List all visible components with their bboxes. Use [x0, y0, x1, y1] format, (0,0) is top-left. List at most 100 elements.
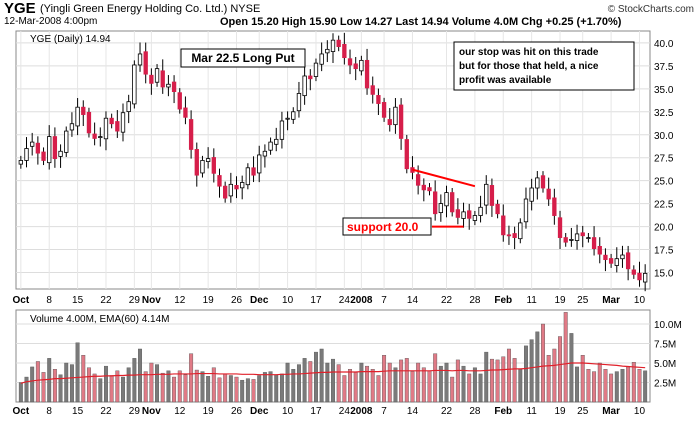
candle	[296, 93, 302, 112]
candle	[614, 258, 619, 266]
candle	[228, 183, 233, 197]
candle	[211, 157, 216, 174]
candle	[223, 185, 228, 199]
candle	[143, 51, 148, 75]
candle	[126, 101, 131, 113]
candle	[591, 237, 597, 250]
volume-x-tick: 17	[310, 406, 322, 417]
candle	[200, 160, 205, 174]
volume-bar	[200, 371, 205, 403]
candle	[404, 139, 409, 170]
volume-x-tick: 28	[469, 406, 481, 417]
volume-bar	[382, 355, 387, 403]
candle	[529, 187, 534, 202]
volume-bar	[223, 373, 228, 403]
candle	[58, 150, 63, 157]
candle	[47, 136, 52, 164]
candle	[518, 222, 523, 240]
candle	[421, 184, 426, 191]
candle	[325, 48, 330, 54]
candle	[569, 239, 574, 241]
candle	[501, 215, 506, 236]
volume-bar	[228, 375, 233, 403]
candle	[330, 39, 336, 52]
candle	[98, 136, 103, 138]
candle	[637, 272, 642, 281]
candle	[257, 154, 262, 174]
candle	[586, 237, 591, 239]
volume-bar	[234, 376, 239, 403]
volume-bar	[399, 359, 404, 403]
volume-bar	[558, 336, 562, 403]
volume-bar	[416, 362, 421, 403]
candle	[240, 182, 245, 189]
candle	[64, 130, 69, 153]
volume-bar	[274, 374, 279, 403]
volume-bar	[314, 351, 318, 403]
price-x-tick: 15	[72, 295, 84, 306]
volume-panel	[15, 309, 651, 403]
candle	[262, 150, 268, 157]
candle	[41, 151, 46, 161]
brand-watermark: © StockCharts.com	[607, 4, 694, 15]
volume-x-tick: 10	[634, 406, 646, 417]
candle	[103, 117, 109, 140]
price-y-tick: 17.5	[654, 246, 674, 257]
volume-bar	[172, 376, 177, 403]
volume-bar	[166, 370, 171, 403]
volume-gridlines	[16, 323, 650, 384]
volume-bar	[529, 339, 534, 403]
candle	[506, 234, 512, 237]
volume-x-tick: 12	[174, 406, 186, 417]
candle	[574, 233, 580, 241]
candle	[523, 198, 529, 223]
volume-bar	[518, 369, 523, 403]
candle	[132, 64, 137, 105]
volume-bar	[30, 366, 35, 403]
volume-legend: Volume 4.00M, EMA(60) 4.14M	[30, 314, 170, 325]
candle	[245, 167, 251, 186]
price-x-tick: 26	[231, 295, 243, 306]
volume-bar	[444, 362, 449, 403]
volume-bar	[121, 376, 125, 403]
support-label: support 20.0	[347, 220, 419, 234]
candle	[620, 254, 625, 260]
price-x-tick: 12	[174, 295, 186, 306]
candle	[234, 185, 239, 190]
volume-bar	[41, 372, 46, 403]
candle	[160, 70, 165, 88]
volume-bar	[143, 371, 148, 403]
volume-x-tick: 8	[46, 406, 52, 417]
candle	[597, 245, 602, 255]
candle	[336, 39, 341, 48]
volume-bar	[427, 370, 432, 403]
volume-bar	[353, 372, 358, 403]
volume-ema-line	[20, 362, 646, 384]
volume-bar	[495, 359, 500, 403]
volume-bar	[387, 362, 392, 403]
volume-bar	[18, 382, 23, 403]
candlestick-series	[18, 32, 648, 292]
candle	[495, 203, 500, 215]
title-annotation-box	[180, 48, 306, 68]
candle	[438, 203, 443, 214]
price-x-tick: 10	[634, 295, 646, 306]
candle	[393, 106, 398, 126]
volume-bar	[631, 362, 636, 403]
volume-bar	[24, 376, 29, 403]
price-x-tick: 7	[381, 295, 387, 306]
volume-x-tick: 19	[554, 406, 566, 417]
candle	[166, 83, 171, 88]
volume-x-tick: 25	[577, 406, 589, 417]
candle	[137, 53, 143, 66]
price-x-tick: Mar	[602, 295, 620, 306]
candle	[381, 102, 387, 118]
candle	[86, 111, 92, 134]
volume-bar	[365, 365, 370, 403]
volume-bar	[126, 367, 131, 403]
volume-y-tick: 5.0M	[654, 359, 676, 370]
candle	[580, 232, 585, 237]
candle	[427, 187, 432, 192]
price-x-tick: 10	[282, 295, 294, 306]
volume-bar	[132, 358, 137, 403]
